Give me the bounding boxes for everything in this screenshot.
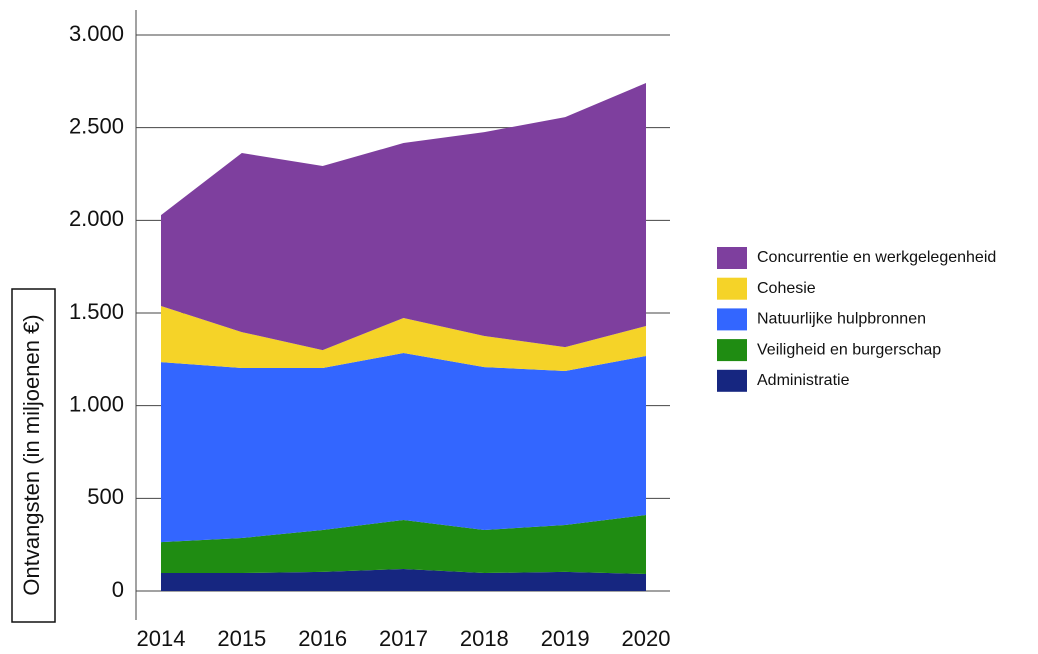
legend-label: Concurrentie en werkgelegenheid xyxy=(757,249,996,266)
area xyxy=(161,353,646,543)
area xyxy=(161,568,646,591)
legend-swatch xyxy=(717,277,747,300)
legend-swatch xyxy=(717,339,747,362)
x-tick-label: 2016 xyxy=(298,626,347,651)
x-tick-label: 2020 xyxy=(622,626,671,651)
legend-swatch xyxy=(717,369,747,392)
legend-swatch xyxy=(717,247,747,269)
x-tick-label: 2014 xyxy=(137,626,186,651)
y-tick-label: 0 xyxy=(112,577,124,602)
x-tick-label: 2015 xyxy=(217,626,266,651)
area xyxy=(161,515,646,574)
y-tick-label: 500 xyxy=(87,484,124,509)
y-label-box xyxy=(11,288,56,623)
legend-label: Veiligheid en burgerschap xyxy=(757,341,941,358)
y-tick-label: 3.000 xyxy=(69,21,124,46)
y-tick-label: 1.500 xyxy=(69,299,124,324)
legend-label: Cohesie xyxy=(757,280,816,297)
y-tick-label: 2.000 xyxy=(69,206,124,231)
y-tick-label: 2.500 xyxy=(69,113,124,138)
area xyxy=(161,83,646,351)
area xyxy=(161,305,646,372)
legend-label: Natuurlijke hulpbronnen xyxy=(757,311,926,328)
legend-label: Administratie xyxy=(757,372,850,389)
y-tick-label: 1.000 xyxy=(69,391,124,416)
x-tick-label: 2019 xyxy=(541,626,590,651)
y-axis-label: Ontvangsten (in miljoenen €) xyxy=(19,314,44,595)
x-tick-label: 2017 xyxy=(379,626,428,651)
legend-swatch xyxy=(717,308,747,331)
x-tick-label: 2018 xyxy=(460,626,509,651)
